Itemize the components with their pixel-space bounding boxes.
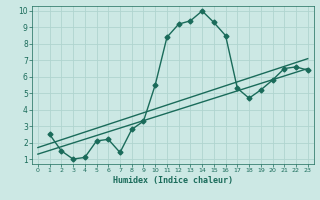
X-axis label: Humidex (Indice chaleur): Humidex (Indice chaleur) — [113, 176, 233, 185]
